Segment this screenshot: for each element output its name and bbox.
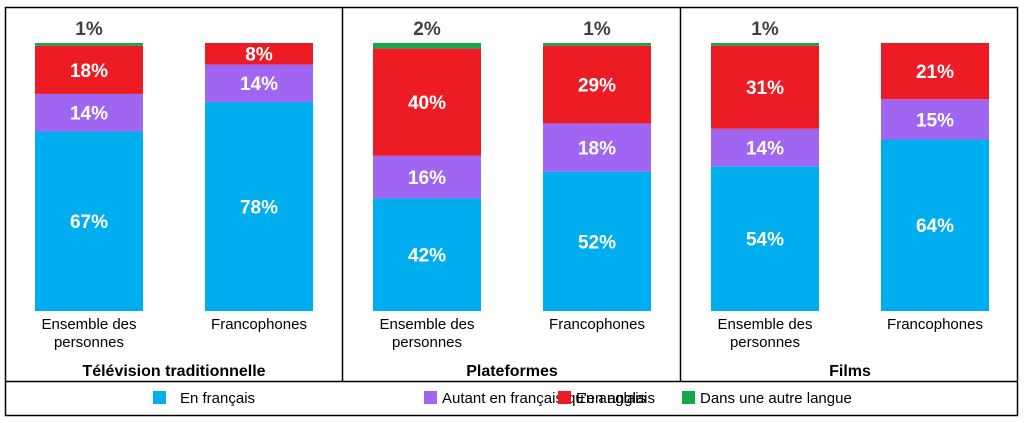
data-label: 40% <box>408 93 446 114</box>
data-label: 67% <box>70 212 108 233</box>
stacked-bar: 52% 18% 29% 1% <box>543 19 651 311</box>
segment-en-anglais <box>711 45 819 129</box>
category-label: Ensemble des <box>379 316 474 333</box>
data-label: 78% <box>240 197 278 218</box>
top-data-label: 1% <box>75 19 103 40</box>
category-label: personnes <box>392 334 462 351</box>
segment-en-francais <box>711 166 819 311</box>
legend: En français Autant en français qu'en angl… <box>153 390 852 407</box>
stacked-bar: 64% 15% 21% <box>881 43 989 311</box>
data-label: 21% <box>916 62 954 83</box>
category-label: personnes <box>730 334 800 351</box>
legend-item: En anglais <box>558 390 646 407</box>
data-label: 14% <box>70 104 108 125</box>
legend-swatch <box>424 391 437 404</box>
panel-title: Plateformes <box>466 363 558 380</box>
legend-label: En français <box>180 390 255 407</box>
data-label: 64% <box>916 216 954 237</box>
stacked-bar: 67% 14% 18% 1% <box>35 19 143 311</box>
segment-autre-langue <box>543 43 651 46</box>
segment-autant <box>373 155 481 199</box>
stacked-bar: 78% 14% 8% <box>205 43 313 312</box>
segment-autre-langue <box>35 43 143 46</box>
legend-swatch <box>682 391 695 404</box>
data-label: 42% <box>408 246 446 267</box>
data-label: 14% <box>746 139 784 160</box>
category-label: Ensemble des <box>717 316 812 333</box>
data-label: 8% <box>245 45 273 66</box>
legend-label: En anglais <box>576 390 646 407</box>
panel-title: Télévision traditionnelle <box>82 363 265 380</box>
stacked-bar: 54% 14% 31% 1% <box>711 19 819 311</box>
top-data-label: 2% <box>413 19 441 40</box>
category-label: Francophones <box>549 316 645 333</box>
category-label: personnes <box>54 334 124 351</box>
segment-en-anglais <box>881 43 989 100</box>
category-label: Ensemble des <box>41 316 136 333</box>
segment-autant <box>35 93 143 132</box>
top-data-label: 1% <box>751 19 779 40</box>
legend-item: Dans une autre langue <box>682 390 852 407</box>
data-label: 54% <box>746 230 784 251</box>
segment-en-francais <box>881 139 989 311</box>
segment-en-francais <box>373 198 481 311</box>
data-label: 18% <box>70 61 108 82</box>
segment-en-francais <box>543 171 651 311</box>
legend-label: Dans une autre langue <box>700 390 852 407</box>
data-label: 14% <box>240 74 278 95</box>
chart-panels: 67%14%18%1%Ensemble despersonnes78%14%8%… <box>35 19 989 380</box>
data-label: 16% <box>408 168 446 189</box>
legend-label: Autant en français qu'en anglais <box>442 390 655 407</box>
stacked-bar: 42% 16% 40% 2% <box>373 19 481 311</box>
data-label: 18% <box>578 139 616 160</box>
segment-autant <box>711 128 819 167</box>
legend-item: En français <box>153 390 255 407</box>
outer-frame <box>4 6 1019 417</box>
segment-en-anglais <box>205 43 313 65</box>
segment-autre-langue <box>373 43 481 49</box>
segment-autant <box>543 123 651 172</box>
segment-en-francais <box>35 131 143 311</box>
legend-swatch <box>558 391 571 404</box>
category-label: Francophones <box>211 316 307 333</box>
data-label: 29% <box>578 76 616 97</box>
data-label: 15% <box>916 110 954 131</box>
data-label: 52% <box>578 232 616 253</box>
data-label: 31% <box>746 78 784 99</box>
top-data-label: 1% <box>583 19 611 40</box>
legend-swatch <box>153 391 166 404</box>
segment-autre-langue <box>711 43 819 46</box>
panel-title: Films <box>829 363 871 380</box>
legend-item: Autant en français qu'en anglais <box>424 390 655 407</box>
segment-en-anglais <box>543 45 651 124</box>
segment-en-anglais <box>35 45 143 94</box>
segment-autant <box>881 99 989 140</box>
category-label: Francophones <box>887 316 983 333</box>
segment-autant <box>205 64 313 102</box>
segment-en-francais <box>205 101 313 312</box>
segment-en-anglais <box>373 48 481 156</box>
